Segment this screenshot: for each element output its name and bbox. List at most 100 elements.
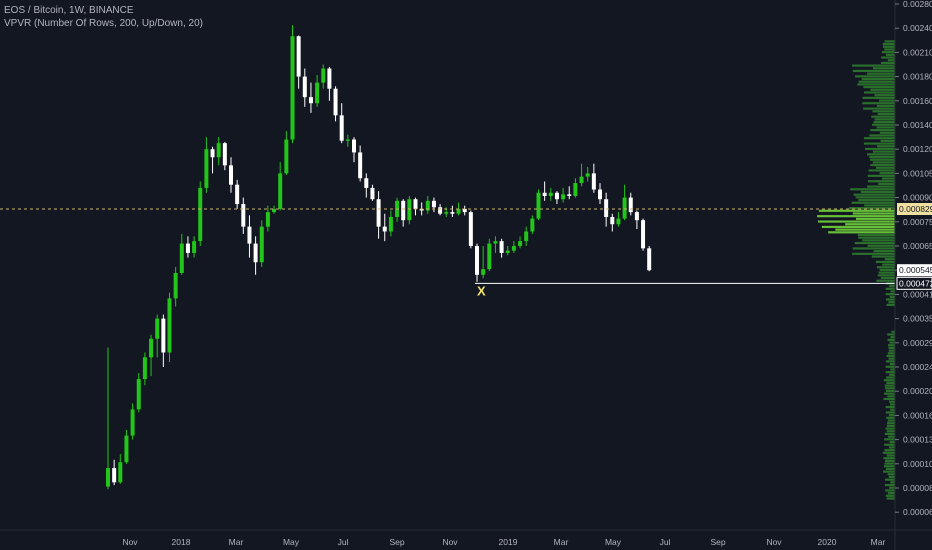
- volume-bar: [862, 239, 895, 242]
- volume-bar: [872, 150, 895, 153]
- volume-bar: [886, 303, 895, 306]
- volume-bar: [888, 435, 895, 438]
- volume-bar: [874, 94, 895, 97]
- volume-bar: [877, 274, 895, 277]
- volume-bar: [888, 349, 895, 352]
- volume-bar: [884, 438, 895, 441]
- volume-bar: [818, 220, 895, 223]
- volume-bar: [855, 217, 895, 220]
- candle-body: [407, 199, 412, 221]
- volume-bar: [884, 478, 895, 481]
- volume-bar: [883, 457, 895, 460]
- price-axis[interactable]: 0.0028000 0.0024000 0.0021000 0.0018000 0.00…: [895, 0, 932, 517]
- volume-bar: [885, 389, 895, 393]
- price-tick-label: 0.0002000: [903, 386, 932, 396]
- time-axis[interactable]: Nov 2018 Mar May Jul Sep Nov 2019 Mar May Jul Sep No…: [122, 537, 885, 547]
- candle-body: [376, 199, 381, 227]
- candle-body: [272, 208, 277, 213]
- volume-bar: [876, 126, 895, 129]
- indicator-title[interactable]: VPVR (Number Of Rows, 200, Up/Down, 20): [4, 18, 203, 29]
- candle-body: [321, 68, 326, 83]
- candle-body: [554, 192, 559, 200]
- volume-bar: [879, 131, 895, 134]
- volume-bar: [874, 118, 895, 121]
- candle-body: [278, 173, 283, 209]
- price-tag-label: 0.0005457: [899, 265, 932, 275]
- volume-bar: [870, 88, 895, 91]
- candle-body: [598, 189, 602, 200]
- volume-bar: [888, 357, 895, 360]
- volume-bar: [871, 255, 895, 258]
- price-tick-label: 0.0021000: [903, 47, 932, 57]
- candle-body: [259, 226, 264, 263]
- candle-body: [315, 82, 320, 104]
- candle-body: [536, 192, 541, 219]
- volume-bar: [887, 419, 895, 422]
- volume-bar: [878, 271, 895, 274]
- time-tick-label: Nov: [442, 537, 458, 547]
- candle-body: [401, 200, 406, 221]
- candle-body: [179, 243, 184, 273]
- candle-body: [548, 192, 553, 196]
- volume-bar: [852, 247, 895, 250]
- volume-bar: [873, 250, 895, 253]
- volume-bar: [845, 223, 895, 226]
- price-tick-label: 0.0001300: [903, 435, 932, 445]
- volume-bar: [884, 392, 895, 395]
- volume-bar: [872, 161, 895, 164]
- volume-bar: [876, 279, 895, 282]
- volume-bar: [888, 344, 895, 347]
- candle-body: [112, 468, 117, 483]
- candle-body: [591, 173, 596, 190]
- volume-bar: [852, 69, 895, 73]
- volume-bar: [817, 215, 895, 218]
- volume-bar: [884, 462, 895, 465]
- candle-body: [518, 241, 523, 246]
- volume-bar: [887, 338, 895, 341]
- time-tick-label: Jul: [338, 537, 349, 547]
- candle-body: [241, 204, 246, 227]
- candle-body: [358, 152, 363, 179]
- candle-body: [468, 212, 473, 246]
- candle-body: [388, 216, 393, 232]
- candle-body: [118, 462, 123, 483]
- volume-bar: [883, 45, 895, 48]
- time-tick-label: Nov: [766, 537, 782, 547]
- candle-body: [124, 435, 129, 463]
- volume-bar: [821, 225, 895, 229]
- symbol-title[interactable]: EOS / Bitcoin, 1W, BINANCE: [4, 5, 134, 16]
- volume-bar: [857, 83, 895, 86]
- volume-bar: [882, 263, 895, 266]
- volume-bar: [885, 298, 895, 301]
- volume-bar: [886, 381, 895, 384]
- volume-bar: [863, 86, 895, 89]
- candle-body: [487, 243, 492, 270]
- time-tick-label: May: [283, 537, 300, 547]
- volume-bar: [861, 77, 895, 81]
- time-tick-label: Sep: [389, 537, 404, 547]
- candle-body: [106, 468, 110, 487]
- volume-bar: [890, 403, 895, 406]
- volume-bar: [866, 185, 895, 188]
- volume-bar: [888, 346, 895, 350]
- volume-bar: [858, 198, 895, 202]
- volume-bar: [885, 427, 895, 430]
- volume-bar: [852, 252, 895, 255]
- volume-bar: [852, 212, 895, 215]
- volume-bar: [850, 188, 895, 191]
- volume-bar: [884, 449, 895, 452]
- candle-body: [561, 194, 566, 200]
- volume-bar: [886, 376, 895, 379]
- candle-body: [235, 184, 240, 205]
- candle-body: [444, 212, 449, 214]
- candle-body: [610, 216, 615, 225]
- candle-body: [173, 272, 178, 299]
- volume-bar: [867, 174, 895, 177]
- price-tick-label: 0.0001600: [903, 410, 932, 420]
- low-marker: X: [477, 283, 486, 298]
- candle-body: [641, 220, 646, 249]
- volume-bar: [887, 492, 895, 495]
- price-tick-label: 0.0000630: [903, 507, 932, 517]
- price-tick-label: 0.0024000: [903, 23, 932, 33]
